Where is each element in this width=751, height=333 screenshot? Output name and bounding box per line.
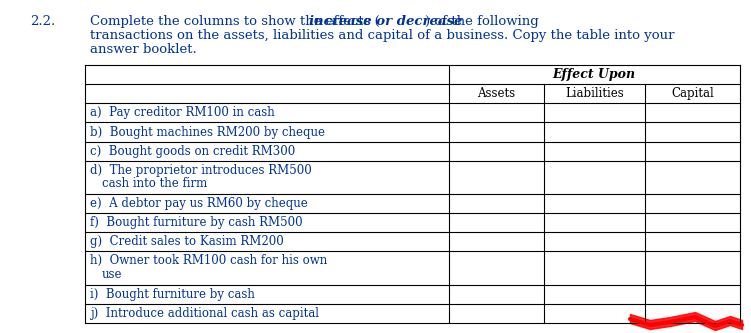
- Text: g)  Credit sales to Kasim RM200: g) Credit sales to Kasim RM200: [90, 235, 284, 248]
- Text: b)  Bought machines RM200 by cheque: b) Bought machines RM200 by cheque: [90, 126, 325, 139]
- Text: transactions on the assets, liabilities and capital of a business. Copy the tabl: transactions on the assets, liabilities …: [90, 29, 674, 42]
- Text: d)  The proprietor introduces RM500: d) The proprietor introduces RM500: [90, 164, 312, 176]
- Text: ) of the following: ) of the following: [425, 15, 538, 28]
- Text: answer booklet.: answer booklet.: [90, 43, 197, 56]
- Text: e)  A debtor pay us RM60 by cheque: e) A debtor pay us RM60 by cheque: [90, 197, 308, 210]
- Text: c)  Bought goods on credit RM300: c) Bought goods on credit RM300: [90, 145, 295, 158]
- Text: Effect Upon: Effect Upon: [553, 68, 636, 81]
- Text: use: use: [102, 267, 122, 281]
- Text: i)  Bought furniture by cash: i) Bought furniture by cash: [90, 288, 255, 301]
- Text: 2.2.: 2.2.: [30, 15, 56, 28]
- Text: Complete the columns to show the effects (: Complete the columns to show the effects…: [90, 15, 380, 28]
- Text: Assets: Assets: [477, 87, 515, 100]
- Text: increase or decrease: increase or decrease: [309, 15, 463, 28]
- Text: a)  Pay creditor RM100 in cash: a) Pay creditor RM100 in cash: [90, 106, 275, 119]
- Text: Capital: Capital: [671, 87, 714, 100]
- Text: h)  Owner took RM100 cash for his own: h) Owner took RM100 cash for his own: [90, 254, 327, 267]
- Text: f)  Bought furniture by cash RM500: f) Bought furniture by cash RM500: [90, 216, 303, 229]
- Text: Liabilities: Liabilities: [565, 87, 623, 100]
- Text: j)  Introduce additional cash as capital: j) Introduce additional cash as capital: [90, 307, 319, 320]
- Text: cash into the firm: cash into the firm: [102, 177, 207, 190]
